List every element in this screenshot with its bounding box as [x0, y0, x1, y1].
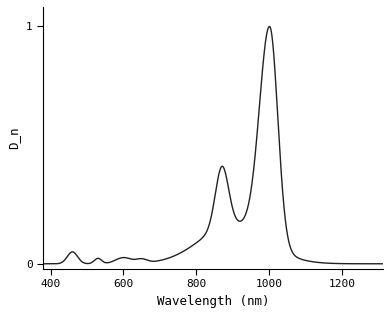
Y-axis label: D_n: D_n: [7, 127, 21, 149]
X-axis label: Wavelength (nm): Wavelength (nm): [157, 295, 269, 307]
